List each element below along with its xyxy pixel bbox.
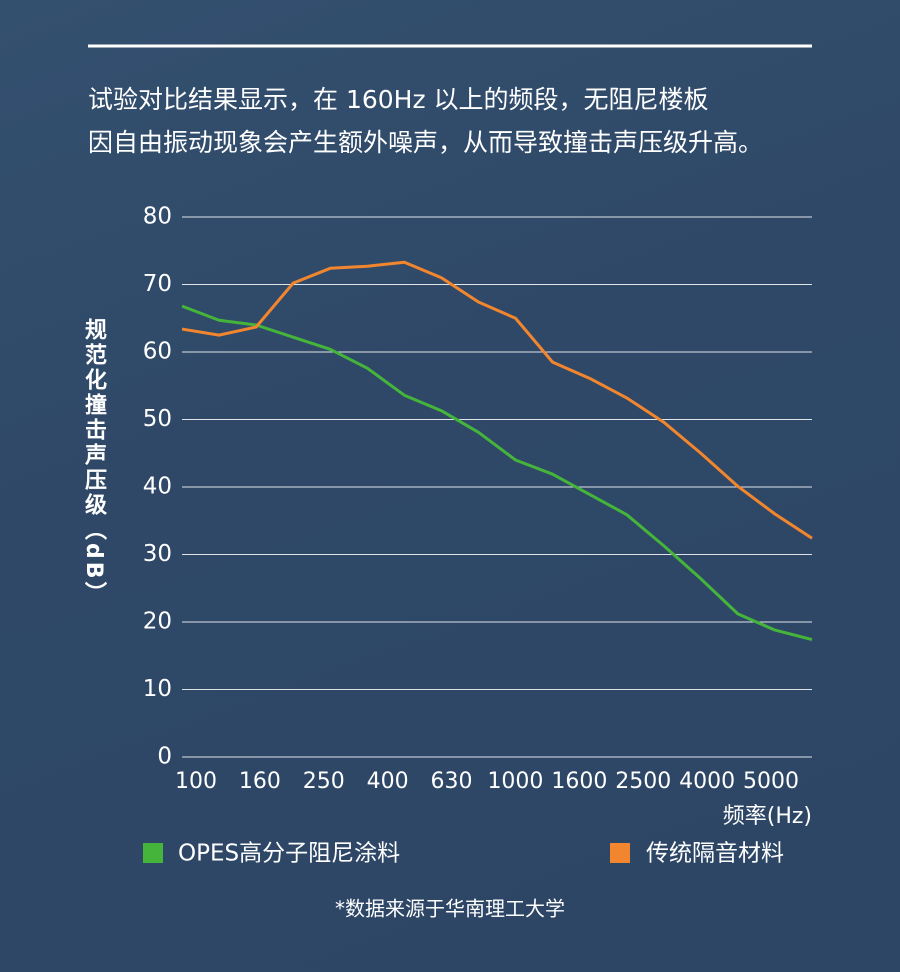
- y-tick-label: 50: [143, 406, 172, 432]
- x-axis-title: 频率(Hz): [723, 804, 812, 829]
- x-tick-label: 5000: [743, 769, 799, 794]
- y-axis-title: 规范化撞击声压级（dB）: [81, 318, 106, 607]
- x-tick-label: 160: [239, 769, 281, 794]
- series-line: [181, 304, 813, 642]
- legend-label: 传统隔音材料: [646, 841, 784, 867]
- y-tick-label: 0: [157, 744, 172, 770]
- y-tick-label: 20: [143, 609, 172, 635]
- y-tick-label: 60: [143, 339, 172, 365]
- y-tick-label: 70: [143, 271, 172, 297]
- x-tick-label: 630: [431, 769, 473, 794]
- description-line: 试验对比结果显示，在 160Hz 以上的频段，无阻尼楼板: [88, 85, 709, 114]
- x-tick-label: 1000: [487, 769, 543, 794]
- legend-label: OPES高分子阻尼涂料: [178, 841, 400, 867]
- x-tick-label: 2500: [615, 769, 671, 794]
- legend-swatch: [143, 843, 163, 863]
- series-line: [181, 260, 813, 540]
- x-tick-label: 1600: [551, 769, 607, 794]
- y-tick-label: 80: [143, 204, 172, 230]
- legend-swatch: [610, 843, 630, 863]
- x-tick-label: 400: [367, 769, 409, 794]
- x-tick-label: 100: [175, 769, 217, 794]
- y-tick-label: 10: [143, 676, 172, 702]
- y-tick-label: 30: [143, 541, 172, 567]
- description-line: 因自由振动现象会产生额外噪声，从而导致撞击声压级升高。: [88, 128, 763, 157]
- footnote: *数据来源于华南理工大学: [335, 897, 565, 921]
- x-tick-label: 250: [303, 769, 345, 794]
- y-tick-label: 40: [143, 474, 172, 500]
- x-tick-label: 4000: [679, 769, 735, 794]
